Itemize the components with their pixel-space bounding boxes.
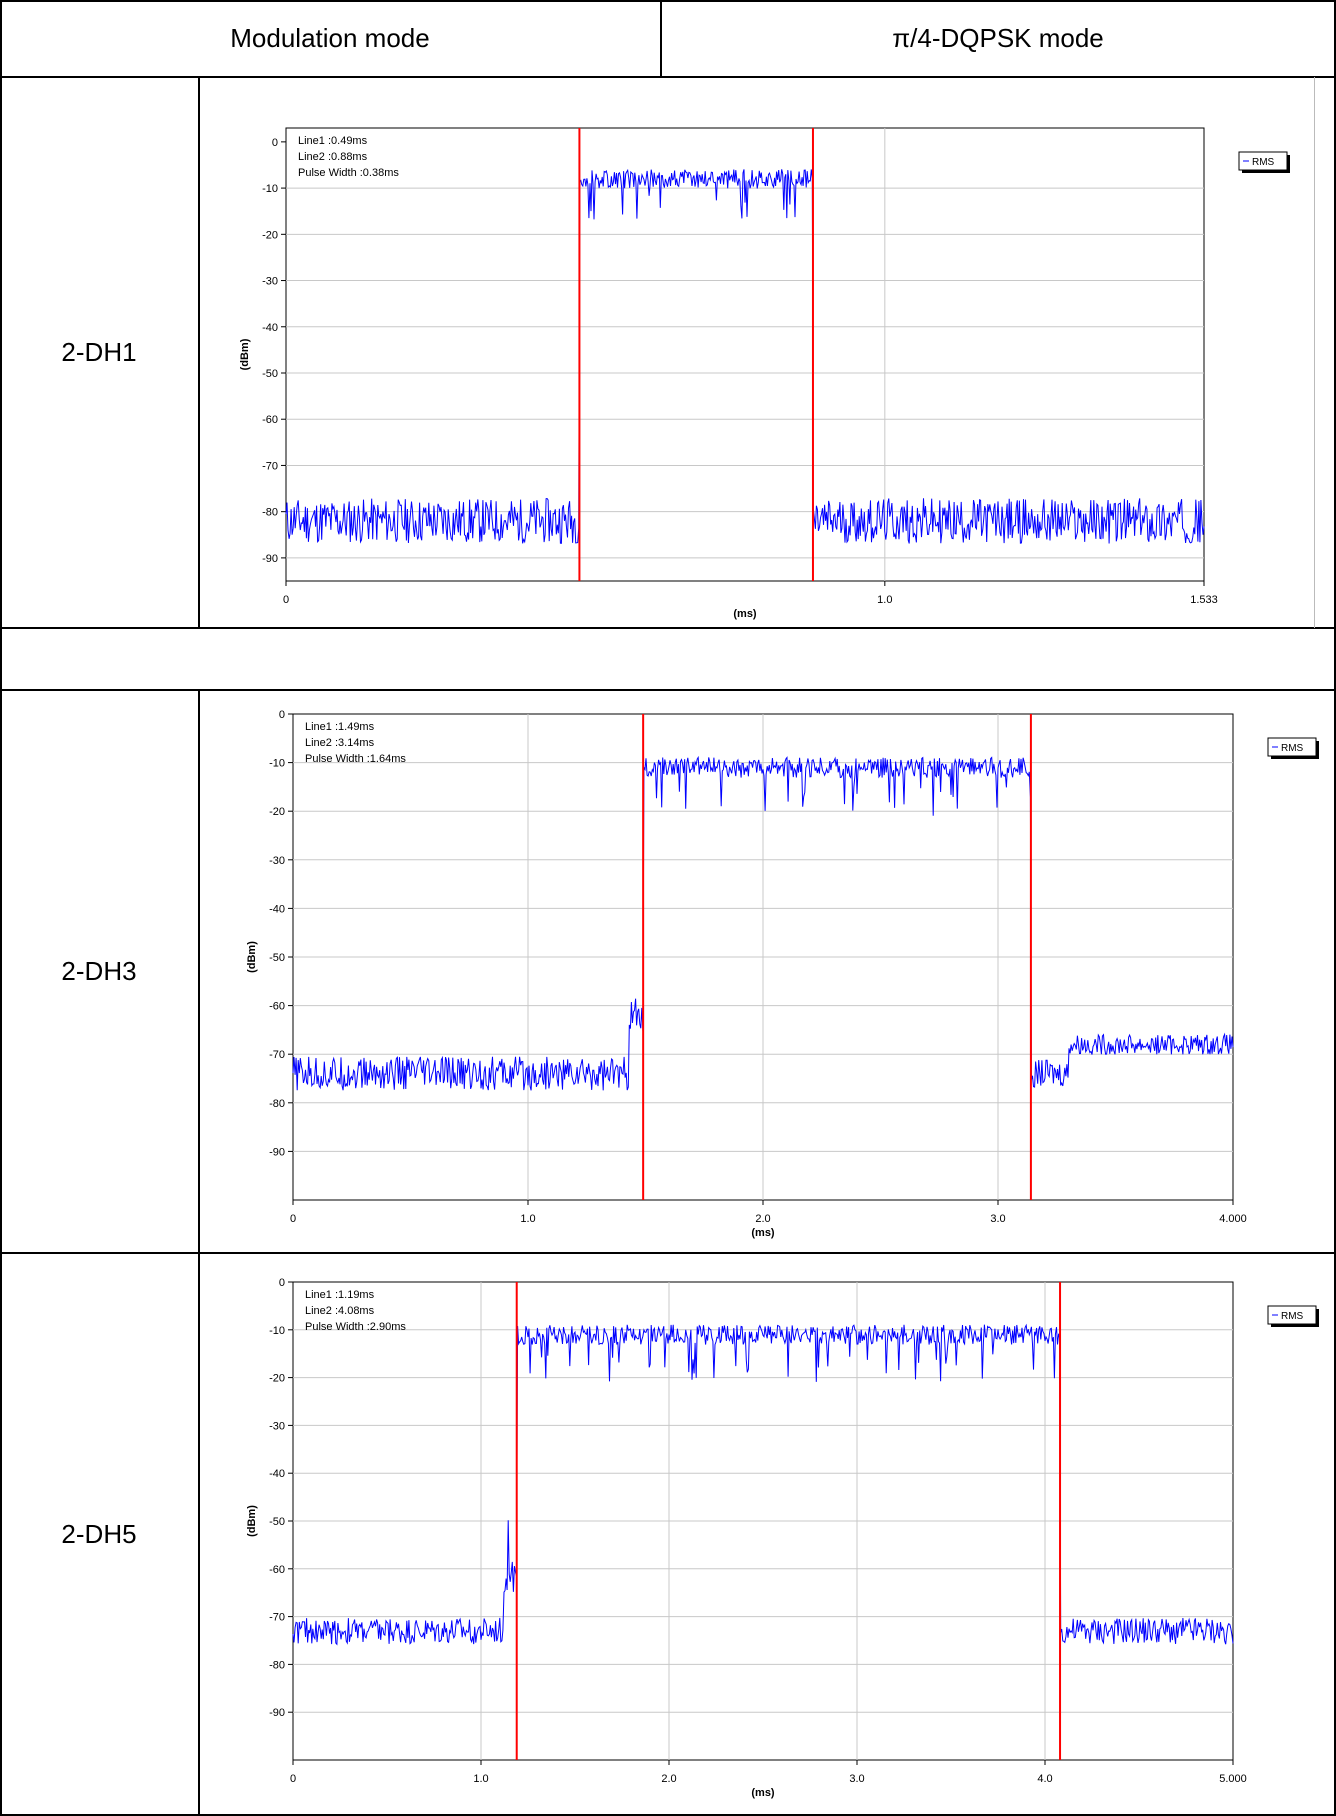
x-tick-label: 0	[290, 1773, 296, 1785]
y-tick-label: -90	[269, 1707, 285, 1719]
col-divider	[198, 77, 200, 628]
annotation-text: Line1 :1.49ms	[305, 721, 375, 733]
x-tick-label: 1.0	[473, 1773, 488, 1785]
row-divider	[0, 627, 1336, 629]
x-axis-label: (ms)	[733, 608, 757, 620]
y-tick-label: -60	[269, 1564, 285, 1576]
y-tick-label: -90	[262, 553, 278, 565]
table-border	[1334, 0, 1336, 1816]
legend-label: RMS	[1252, 157, 1275, 168]
chart-2-dh5: 0 -10 -20 -30 -40 -50 -60 -70 -80 -90 0 1.0 2.0 3.0 4.…	[246, 1277, 1319, 1799]
x-tick-label: 1.0	[520, 1213, 535, 1225]
y-tick-label: 0	[279, 1277, 285, 1289]
x-tick-label: 2.0	[661, 1773, 676, 1785]
annotation-text: Line2 :0.88ms	[298, 151, 368, 163]
y-tick-label: -70	[269, 1049, 285, 1061]
x-tick-label: 3.0	[849, 1773, 864, 1785]
legend-box	[1238, 151, 1288, 171]
legend-label: RMS	[1281, 1311, 1304, 1322]
y-tick-label: 0	[272, 137, 278, 149]
x-tick-label: 4.000	[1219, 1213, 1247, 1225]
col-divider	[198, 690, 200, 1816]
x-axis-label: (ms)	[751, 1227, 775, 1239]
y-tick-label: -80	[269, 1098, 285, 1110]
table-border	[0, 1814, 1336, 1816]
x-tick-label: 4.0	[1037, 1773, 1052, 1785]
row-divider	[0, 1252, 1336, 1254]
y-tick-label: -20	[262, 229, 278, 241]
header-dqpsk-mode: π/4-DQPSK mode	[892, 23, 1104, 53]
x-tick-label: 1.0	[877, 594, 892, 606]
legend-box	[1267, 1305, 1317, 1325]
row-divider	[0, 76, 1336, 78]
row-label-2-dh3: 2-DH3	[61, 956, 137, 986]
legend-label: RMS	[1281, 743, 1304, 754]
y-tick-label: 0	[279, 709, 285, 721]
inner-rule	[1314, 77, 1315, 628]
annotation-text: Pulse Width :0.38ms	[298, 167, 399, 179]
table-border	[0, 0, 2, 1816]
y-tick-label: -70	[269, 1612, 285, 1624]
col-divider	[660, 0, 662, 78]
y-tick-label: -90	[269, 1146, 285, 1158]
y-tick-label: -20	[269, 806, 285, 818]
x-tick-label: 0	[290, 1213, 296, 1225]
y-tick-label: -30	[269, 855, 285, 867]
chart-2-dh1: 0 -10 -20 -30 -40 -50 -60 -70 -80 -90 0 1.0 1.533 (ms…	[239, 127, 1290, 620]
row-divider	[0, 689, 1336, 691]
y-tick-label: -70	[262, 460, 278, 472]
chart-2-dh3: 0 -10 -20 -30 -40 -50 -60 -70 -80 -90 0 1.0 2.0 3.0 4.…	[246, 709, 1319, 1239]
annotation-text: Pulse Width :1.64ms	[305, 753, 406, 765]
y-tick-label: -30	[262, 276, 278, 288]
x-tick-label: 0	[283, 594, 289, 606]
legend-box	[1267, 737, 1317, 757]
annotation-text: Line2 :4.08ms	[305, 1305, 375, 1317]
x-tick-label: 2.0	[755, 1213, 770, 1225]
y-tick-label: -80	[262, 507, 278, 519]
y-tick-label: -40	[269, 1468, 285, 1480]
annotation-text: Line1 :1.19ms	[305, 1289, 375, 1301]
y-tick-label: -10	[269, 1325, 285, 1337]
x-tick-label: 1.533	[1190, 594, 1218, 606]
annotation-text: Line1 :0.49ms	[298, 135, 368, 147]
y-tick-label: -50	[269, 1516, 285, 1528]
y-axis-label: (dBm)	[246, 941, 258, 973]
y-tick-label: -10	[269, 758, 285, 770]
rms-trace	[292, 755, 1234, 1091]
y-tick-label: -20	[269, 1373, 285, 1385]
x-tick-label: 5.000	[1219, 1773, 1247, 1785]
y-tick-label: -50	[262, 368, 278, 380]
header-modulation-mode: Modulation mode	[230, 23, 430, 53]
x-axis-label: (ms)	[751, 1787, 775, 1799]
y-axis-label: (dBm)	[246, 1505, 258, 1537]
y-tick-label: -60	[269, 1001, 285, 1013]
x-tick-label: 3.0	[990, 1213, 1005, 1225]
annotation-text: Line2 :3.14ms	[305, 737, 375, 749]
y-tick-label: -40	[262, 322, 278, 334]
y-axis-label: (dBm)	[239, 338, 251, 370]
y-tick-label: -40	[269, 903, 285, 915]
row-label-2-dh5: 2-DH5	[61, 1518, 137, 1549]
y-tick-label: -10	[262, 183, 278, 195]
rms-trace	[292, 1323, 1234, 1646]
y-tick-label: -60	[262, 414, 278, 426]
y-tick-label: -30	[269, 1420, 285, 1432]
annotation-text: Pulse Width :2.90ms	[305, 1321, 406, 1333]
y-tick-label: -50	[269, 952, 285, 964]
y-tick-label: -80	[269, 1659, 285, 1671]
row-label-2-dh1: 2-DH1	[61, 337, 137, 367]
table-border	[0, 0, 1336, 2]
rms-trace	[285, 168, 1205, 544]
